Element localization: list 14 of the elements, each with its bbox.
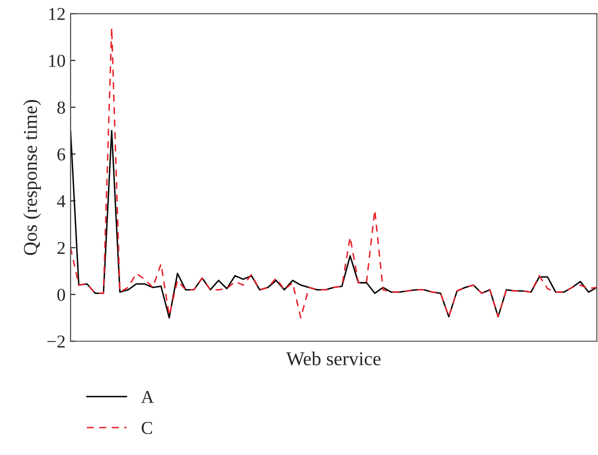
y-tick-label: 4 [57,195,66,208]
legend-label: C [142,422,152,434]
legend-label: A [141,390,154,403]
y-tick-label: −2 [47,336,65,348]
y-tick-label: 0 [57,288,66,301]
y-tick-label: 8 [57,102,66,114]
y-tick-label: 2 [57,242,65,254]
y-tick-label: 10 [49,54,66,67]
x-axis-title: Web service [286,352,381,366]
y-tick-label: 6 [57,148,66,160]
y-axis-title: Qos (response time) [23,100,41,255]
line-series [70,26,597,319]
line-series [70,130,597,319]
y-tick-label: 12 [49,8,65,20]
